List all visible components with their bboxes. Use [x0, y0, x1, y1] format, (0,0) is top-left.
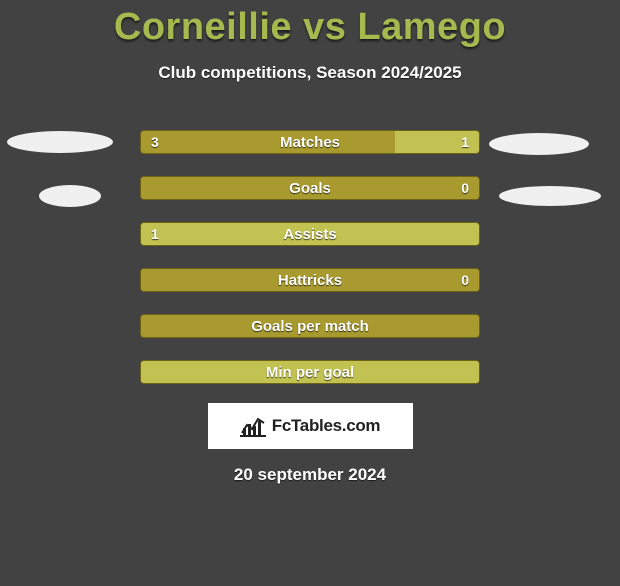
- page-title: Corneillie vs Lamego: [0, 6, 620, 49]
- stat-row: Min per goal: [0, 349, 620, 395]
- stat-seg-left: [141, 177, 479, 199]
- stat-row: 0Goals: [0, 165, 620, 211]
- stat-bar: 31Matches: [140, 130, 480, 154]
- stat-bar: 0Hattricks: [140, 268, 480, 292]
- date: 20 september 2024: [0, 465, 620, 485]
- title-left: Corneillie: [114, 6, 292, 48]
- stat-bar: Min per goal: [140, 360, 480, 384]
- chart-icon: [240, 415, 266, 437]
- stat-row: 0Hattricks: [0, 257, 620, 303]
- stat-seg-left: [141, 269, 479, 291]
- stat-seg-right: [141, 223, 479, 245]
- stat-row: 1Assists: [0, 211, 620, 257]
- stat-seg-left: [141, 131, 395, 153]
- logo-box: FcTables.com: [208, 403, 413, 449]
- stat-row: Goals per match: [0, 303, 620, 349]
- stat-seg-right: [141, 361, 479, 383]
- comparison-chart: 31Matches 0Goals 1Assists 0Hattricks Goals p…: [0, 119, 620, 395]
- stat-seg-left: [141, 315, 479, 337]
- title-vs: vs: [292, 6, 357, 48]
- subtitle: Club competitions, Season 2024/2025: [0, 63, 620, 83]
- stat-bar: Goals per match: [140, 314, 480, 338]
- title-right: Lamego: [357, 6, 506, 48]
- logo-text: FcTables.com: [272, 416, 381, 436]
- stat-seg-right: [395, 131, 480, 153]
- stat-bar: 0Goals: [140, 176, 480, 200]
- stat-row: 31Matches: [0, 119, 620, 165]
- stat-bar: 1Assists: [140, 222, 480, 246]
